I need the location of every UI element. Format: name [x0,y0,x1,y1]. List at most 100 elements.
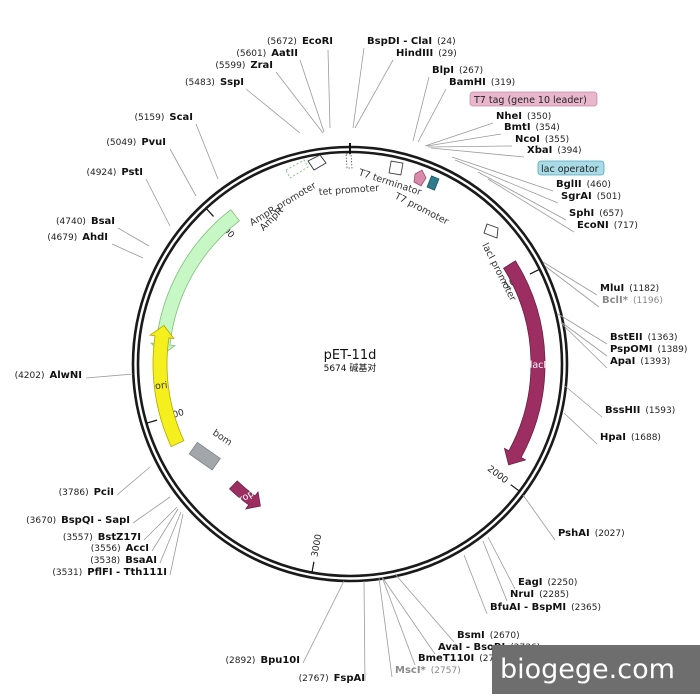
site-bstz17i[interactable]: BstZ17I (3557) [63,532,141,543]
site-ahdi[interactable]: AhdI (4679) [47,232,108,243]
site-bsmi[interactable]: BsmI (2670) [457,630,520,641]
site-name: BfuAI - BspMI [490,602,566,613]
site-leader-line [302,580,345,664]
site-name: AlwNI [50,370,83,381]
site-leader-line [151,508,179,552]
lac-operator-icon[interactable] [426,175,440,191]
site-leader-line [381,576,416,666]
site-aatii[interactable]: AatII (5601) [236,48,298,59]
site-position: (267) [459,66,483,76]
t7-tag-text: T7 tag (gene 10 leader) [473,95,587,106]
site-pspomi[interactable]: PspOMI (1389) [610,344,687,355]
site-name: NcoI [515,134,540,145]
site-name: MscI* [395,665,427,676]
t7-tag-label: T7 tag (gene 10 leader) [469,91,598,107]
site-leader-line [352,47,365,129]
tet-promoter-label: tet promoter [318,183,379,198]
site-position: (355) [545,135,569,145]
site-sphi[interactable]: SphI (657) [569,208,623,219]
site-apai[interactable]: ApaI (1393) [610,356,670,367]
site-leader-line [363,580,366,682]
site-name: EcoRI [302,36,333,47]
site-leader-line [117,227,150,247]
site-leader-line [245,88,301,134]
bom-feature[interactable] [188,441,221,471]
site-econi[interactable]: EcoNI (717) [577,220,638,231]
site-pflfi-tth111i[interactable]: PflFI - Tth111I (3531) [52,567,167,578]
site-zrai[interactable]: ZraI (5599) [215,60,273,71]
site-acci[interactable]: AccI (3556) [91,543,149,554]
site-name: AvaI - BsoBI [438,642,505,653]
site-sspi[interactable]: SspI (5483) [185,77,244,88]
site-name: NheI [496,111,522,122]
site-blpi[interactable]: BlpI (267) [432,65,483,76]
site-position: (2365) [571,603,601,613]
site-position: (2892) [226,656,256,666]
site-ecori[interactable]: EcoRI (5672) [267,36,333,47]
ampr-feature[interactable] [150,209,240,356]
site-hpai[interactable]: HpaI (1688) [600,432,661,443]
site-ncoi[interactable]: NcoI (355) [515,134,569,145]
site-msci[interactable]: MscI* (2757) [395,665,461,676]
site-pshai[interactable]: PshAI (2027) [558,528,625,539]
site-leader-line [542,261,598,296]
site-xbai[interactable]: XbaI (394) [527,145,582,156]
site-bsai[interactable]: BsaI (4740) [56,216,115,227]
site-position: (4679) [47,233,77,243]
site-position: (5601) [236,49,266,59]
site-name: AccI [126,543,149,554]
site-position: (354) [536,123,560,133]
site-position: (319) [491,78,515,88]
site-bmti[interactable]: BmtI (354) [504,122,560,133]
t7-terminator-icon[interactable] [388,160,404,176]
restriction-sites: EcoRI (5672)AatII (5601)ZraI (5599) SspI (548… [15,36,688,684]
scale-tick-label: 3000 [310,533,324,558]
site-bsaai[interactable]: BsaAI (3538) [90,555,157,566]
rop-feature[interactable] [228,480,261,510]
site-alwni[interactable]: AlwNI (4202) [15,370,82,381]
site-sgrai[interactable]: SgrAI (501) [561,191,621,202]
laci-feature[interactable] [503,260,546,466]
site-bspqi-sapi[interactable]: BspQI - SapI (3670) [26,515,130,526]
site-psti[interactable]: PstI (4924) [86,167,143,178]
site-leader-line [557,313,608,345]
site-name: SspI [220,77,244,88]
site-nrui[interactable]: NruI (2285) [510,589,569,600]
site-bfuai-bspmi[interactable]: BfuAI - BspMI (2365) [490,602,601,613]
site-pvui[interactable]: PvuI (5049) [106,137,166,148]
site-mlui[interactable]: MluI (1182) [600,283,659,294]
site-name: ApaI [610,356,635,367]
site-bcli[interactable]: BclI* (1196) [602,295,663,306]
site-bglii[interactable]: BglII (460) [556,179,611,190]
site-nhei[interactable]: NheI (350) [496,111,551,122]
site-bpu10i[interactable]: Bpu10I (2892) [226,655,300,666]
site-name: BclI* [602,295,629,306]
site-bamhi[interactable]: BamHI (319) [449,77,515,88]
site-bsshii[interactable]: BssHII (1593) [605,405,675,416]
site-leader-line [522,494,556,541]
site-eagi[interactable]: EagI (2250) [518,577,577,588]
site-name: EagI [518,577,542,588]
ampr-promoter-icon[interactable] [307,154,327,171]
site-bsteii[interactable]: BstEII (1363) [610,332,678,343]
site-scai[interactable]: ScaI (5159) [134,112,193,123]
site-hindiii[interactable]: HindIII (29) [396,48,457,59]
site-pcii[interactable]: PciI (3786) [59,487,114,498]
ori-feature[interactable] [149,324,185,448]
site-leader-line [487,536,516,590]
site-name: BsaI [91,216,115,227]
site-position: (5483) [185,78,215,88]
laci-promoter-icon[interactable] [483,223,499,239]
t7-tag-icon[interactable] [413,169,427,187]
site-position: (5049) [106,138,136,148]
site-position: (2767) [299,674,329,684]
site-fspai[interactable]: FspAI (2767) [299,673,365,684]
site-leader-line [299,59,325,133]
site-leader-line [275,71,324,134]
site-leader-line [132,496,171,524]
site-bspdi-clai[interactable]: BspDI - ClaI (24) [367,36,456,47]
tet-promoter-icon[interactable] [345,153,353,169]
site-name: HindIII [396,48,433,59]
site-name: PspOMI [610,344,652,355]
